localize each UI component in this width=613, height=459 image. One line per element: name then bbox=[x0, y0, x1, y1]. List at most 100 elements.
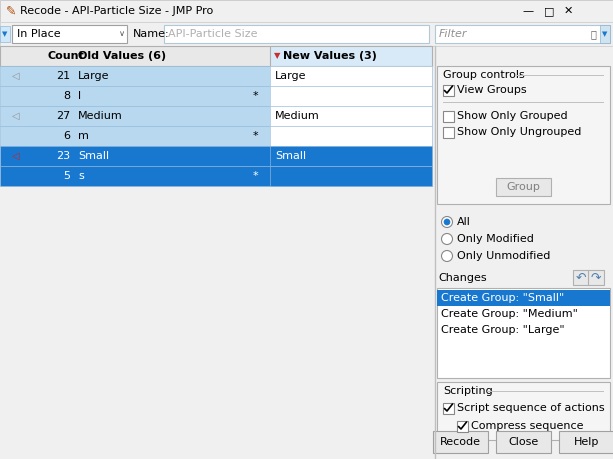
Bar bbox=[443, 111, 454, 122]
Text: Close: Close bbox=[508, 437, 539, 447]
Text: Large: Large bbox=[275, 71, 306, 81]
Text: ∨: ∨ bbox=[119, 29, 125, 39]
Bar bbox=[443, 403, 454, 414]
Bar bbox=[559, 431, 613, 453]
Bar bbox=[457, 420, 468, 431]
Text: 6: 6 bbox=[63, 131, 70, 141]
Text: Create Group: "Large": Create Group: "Large" bbox=[441, 325, 565, 335]
Text: Large: Large bbox=[78, 71, 110, 81]
Text: In Place: In Place bbox=[17, 29, 61, 39]
Text: 23: 23 bbox=[56, 151, 70, 161]
Text: View Groups: View Groups bbox=[457, 85, 527, 95]
Bar bbox=[443, 84, 454, 95]
Text: l: l bbox=[78, 91, 81, 101]
Text: 21: 21 bbox=[56, 71, 70, 81]
Circle shape bbox=[441, 217, 452, 228]
Text: Medium: Medium bbox=[275, 111, 320, 121]
Text: Group: Group bbox=[506, 182, 541, 192]
Circle shape bbox=[444, 219, 450, 225]
Text: Compress sequence: Compress sequence bbox=[471, 421, 584, 431]
Bar bbox=[0, 86, 432, 106]
Text: Help: Help bbox=[574, 437, 599, 447]
Bar bbox=[588, 270, 604, 285]
Text: ◁: ◁ bbox=[12, 71, 20, 81]
Text: ↶: ↶ bbox=[576, 272, 586, 285]
Text: Recode - API-Particle Size - JMP Pro: Recode - API-Particle Size - JMP Pro bbox=[20, 6, 213, 16]
Text: Scripting: Scripting bbox=[443, 386, 493, 396]
Bar bbox=[164, 25, 429, 43]
Text: Script sequence of actions: Script sequence of actions bbox=[457, 403, 604, 413]
Bar bbox=[0, 26, 10, 42]
Text: Recode: Recode bbox=[440, 437, 481, 447]
Text: ✕: ✕ bbox=[563, 6, 573, 16]
Circle shape bbox=[441, 234, 452, 245]
Text: ▼: ▼ bbox=[274, 51, 281, 61]
Bar bbox=[496, 431, 551, 453]
Text: ↷: ↷ bbox=[591, 272, 601, 285]
Bar bbox=[437, 288, 610, 378]
Bar bbox=[437, 290, 610, 306]
Text: Filter: Filter bbox=[439, 29, 468, 39]
Text: Small: Small bbox=[78, 151, 109, 161]
Text: *: * bbox=[253, 131, 259, 141]
Bar bbox=[437, 66, 610, 204]
Text: Name:: Name: bbox=[133, 29, 170, 39]
Bar bbox=[0, 106, 432, 126]
Text: All: All bbox=[457, 217, 471, 227]
Bar bbox=[270, 126, 432, 146]
Circle shape bbox=[441, 251, 452, 262]
Bar bbox=[0, 66, 432, 86]
Bar bbox=[0, 0, 613, 22]
Bar bbox=[433, 431, 488, 453]
Text: *: * bbox=[253, 91, 259, 101]
Text: 27: 27 bbox=[56, 111, 70, 121]
Bar bbox=[270, 166, 432, 186]
Bar bbox=[0, 166, 432, 186]
Bar bbox=[0, 126, 432, 146]
Bar bbox=[270, 106, 432, 126]
Text: s: s bbox=[78, 171, 84, 181]
Text: Group controls: Group controls bbox=[443, 70, 525, 80]
Bar bbox=[0, 22, 613, 46]
Bar bbox=[0, 22, 613, 46]
Text: ▼: ▼ bbox=[603, 31, 607, 37]
Text: Small: Small bbox=[275, 151, 306, 161]
Text: Create Group: "Medium": Create Group: "Medium" bbox=[441, 309, 578, 319]
Text: ◁: ◁ bbox=[12, 111, 20, 121]
Text: Changes: Changes bbox=[438, 273, 487, 283]
Text: Show Only Grouped: Show Only Grouped bbox=[457, 111, 568, 121]
Bar bbox=[270, 46, 432, 66]
Bar bbox=[600, 25, 610, 43]
Text: —: — bbox=[522, 6, 533, 16]
Bar bbox=[270, 146, 432, 166]
Bar bbox=[270, 66, 432, 86]
Bar bbox=[435, 25, 610, 43]
Text: m: m bbox=[78, 131, 89, 141]
Text: 8: 8 bbox=[63, 91, 70, 101]
Text: 5: 5 bbox=[63, 171, 70, 181]
Text: □: □ bbox=[544, 6, 554, 16]
Bar bbox=[437, 382, 610, 440]
Text: Medium: Medium bbox=[78, 111, 123, 121]
Text: API-Particle Size: API-Particle Size bbox=[168, 29, 257, 39]
Text: Count: Count bbox=[47, 51, 84, 61]
Bar bbox=[0, 46, 432, 66]
Bar bbox=[0, 146, 432, 166]
Text: ▼: ▼ bbox=[2, 31, 8, 37]
Text: ◁: ◁ bbox=[12, 151, 20, 161]
Text: Show Only Ungrouped: Show Only Ungrouped bbox=[457, 127, 581, 137]
Bar bbox=[573, 270, 589, 285]
Text: Old Values (6): Old Values (6) bbox=[78, 51, 166, 61]
Text: Only Modified: Only Modified bbox=[457, 234, 534, 244]
Bar bbox=[270, 86, 432, 106]
Bar bbox=[443, 127, 454, 138]
Bar bbox=[496, 178, 551, 196]
Text: 🔍: 🔍 bbox=[590, 29, 596, 39]
Text: Create Group: "Small": Create Group: "Small" bbox=[441, 293, 564, 303]
Text: ^: ^ bbox=[423, 51, 431, 61]
Text: New Values (3): New Values (3) bbox=[283, 51, 377, 61]
Text: Only Unmodified: Only Unmodified bbox=[457, 251, 550, 261]
Text: *: * bbox=[253, 171, 259, 181]
Bar bbox=[12, 25, 127, 43]
Text: ✎: ✎ bbox=[6, 5, 17, 17]
